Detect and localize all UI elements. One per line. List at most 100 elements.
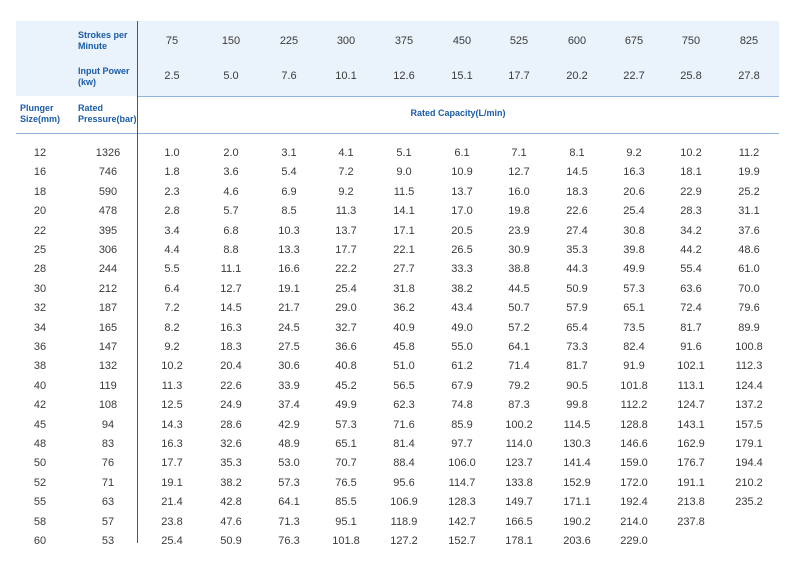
table-row: 48 83 16.3 32.6 48.9 65.1 81.4 97.7 114.0 130.3 14… — [16, 433, 779, 455]
capacity-cell: 14.5 — [220, 302, 242, 315]
capacity-cell: 62.3 — [393, 399, 415, 412]
capacity-cell: 18.3 — [220, 341, 242, 353]
capacity-cell: 87.3 — [508, 399, 530, 412]
capacity-cell: 100.8 — [735, 341, 763, 353]
capacity-cell: 30.9 — [508, 244, 530, 256]
capacity-cell: 95.6 — [393, 476, 415, 489]
table-row: 18 590 2.3 4.6 6.9 9.2 11.5 13.7 16.0 18.3 20.6 22.… — [16, 181, 779, 203]
capacity-cell: 57.3 — [335, 418, 357, 431]
capacity-cell: 65.1 — [623, 302, 645, 315]
capacity-cell: 13.7 — [335, 224, 357, 237]
strokes-value: 750 — [681, 35, 701, 47]
rated-pressure-cell: 57 — [101, 515, 115, 528]
capacity-cell: 30.6 — [278, 360, 300, 373]
capacity-cell: 91.6 — [680, 341, 702, 353]
capacity-cell: 63.6 — [680, 282, 702, 295]
table-row: 45 94 14.3 28.6 42.9 57.3 71.6 85.9 100.2 114.5 12… — [16, 414, 779, 436]
capacity-cell: 133.8 — [505, 476, 533, 489]
capacity-cell: 70.7 — [335, 457, 357, 470]
capacity-cell: 22.9 — [680, 185, 702, 198]
capacity-cell: 152.7 — [448, 535, 476, 547]
capacity-cell: 14.5 — [566, 166, 588, 179]
capacity-cell: 19.1 — [161, 476, 183, 489]
capacity-cell: 36.2 — [393, 302, 415, 315]
capacity-cell: 50.7 — [508, 302, 530, 315]
capacity-cell: 50.9 — [220, 535, 242, 547]
capacity-cell: 102.1 — [677, 360, 705, 373]
capacity-cell: 45.8 — [393, 341, 415, 353]
capacity-cell: 79.6 — [738, 302, 760, 315]
capacity-cell: 19.1 — [278, 282, 300, 295]
capacity-cell: 11.2 — [738, 147, 760, 159]
capacity-cell: 37.6 — [738, 224, 760, 237]
capacity-cell: 16.3 — [161, 438, 183, 450]
capacity-cell: 157.5 — [735, 418, 763, 431]
capacity-cell: 10.2 — [161, 360, 183, 373]
plunger-size-cell: 38 — [33, 360, 47, 373]
rated-capacity-label: Rated Capacity(L/min) — [410, 108, 506, 118]
capacity-cell: 67.9 — [451, 379, 473, 392]
capacity-cell: 118.9 — [390, 515, 418, 528]
capacity-cell: 6.4 — [164, 282, 180, 295]
capacity-cell: 114.7 — [448, 476, 476, 489]
plunger-size-cell: 20 — [33, 205, 47, 218]
capacity-cell: 89.9 — [738, 321, 760, 334]
capacity-cell: 171.1 — [563, 496, 591, 509]
power-value: 10.1 — [335, 70, 357, 82]
rated-pressure-cell: 306 — [98, 244, 118, 256]
plunger-size-label: Plunger Size(mm) — [20, 103, 61, 124]
capacity-cell: 44.3 — [566, 263, 588, 276]
capacity-cell: 31.8 — [393, 282, 415, 295]
capacity-cell: 6.1 — [454, 147, 470, 159]
capacity-cell: 7.1 — [511, 147, 527, 159]
header-band — [16, 21, 779, 96]
capacity-cell: 20.6 — [623, 185, 645, 198]
capacity-cell: 2.0 — [223, 147, 239, 159]
capacity-cell: 106.9 — [390, 496, 418, 509]
capacity-cell: 127.2 — [390, 535, 418, 547]
table-row: 32 187 7.2 14.5 21.7 29.0 36.2 43.4 50.7 57.9 65.1… — [16, 297, 779, 319]
capacity-cell: 214.0 — [620, 515, 648, 528]
capacity-cell: 143.1 — [677, 418, 705, 431]
capacity-cell: 44.2 — [680, 244, 702, 256]
capacity-cell: 114.0 — [505, 438, 533, 450]
rated-pressure-cell: 76 — [101, 457, 115, 470]
capacity-cell: 30.8 — [623, 224, 645, 237]
capacity-cell: 28.3 — [680, 205, 702, 218]
capacity-cell: 17.0 — [451, 205, 473, 218]
capacity-cell: 16.0 — [508, 185, 530, 198]
capacity-cell: 48.6 — [738, 244, 760, 256]
capacity-cell: 88.4 — [393, 457, 415, 470]
rated-pressure-cell: 165 — [98, 321, 118, 334]
capacity-cell: 71.4 — [508, 360, 530, 373]
table-row: 16 746 1.8 3.6 5.4 7.2 9.0 10.9 12.7 14.5 16.3 18.1… — [16, 161, 779, 183]
capacity-cell: 194.4 — [735, 457, 763, 470]
strokes-label: Strokes per Minute — [78, 30, 128, 51]
capacity-cell: 5.7 — [223, 205, 239, 218]
capacity-cell: 85.9 — [451, 418, 473, 431]
capacity-cell: 76.5 — [335, 476, 357, 489]
plunger-size-cell: 60 — [33, 535, 47, 547]
capacity-cell: 24.5 — [278, 321, 300, 334]
table-row: 60 53 25.4 50.9 76.3 101.8 127.2 152.7 178.1 203.… — [16, 530, 779, 552]
capacity-cell: 17.1 — [393, 224, 415, 237]
capacity-cell: 5.1 — [396, 147, 412, 159]
plunger-size-cell: 52 — [33, 476, 47, 489]
capacity-cell: 1.0 — [164, 147, 180, 159]
capacity-cell: 51.0 — [393, 360, 415, 373]
capacity-cell: 8.8 — [223, 244, 239, 256]
capacity-cell: 11.5 — [393, 185, 415, 198]
rated-pressure-cell: 590 — [98, 185, 118, 198]
capacity-cell: 2.8 — [164, 205, 180, 218]
table-row: 25 306 4.4 8.8 13.3 17.7 22.1 26.5 30.9 35.3 39.8 4… — [16, 239, 779, 261]
capacity-cell: 82.4 — [623, 341, 645, 353]
capacity-cell: 65.4 — [566, 321, 588, 334]
capacity-cell: 64.1 — [278, 496, 300, 509]
rated-pressure-cell: 53 — [101, 535, 115, 547]
capacity-cell: 19.9 — [738, 166, 760, 179]
capacity-cell: 76.3 — [278, 535, 300, 547]
capacity-cell: 48.9 — [278, 438, 300, 450]
plunger-size-cell: 34 — [33, 321, 47, 334]
capacity-cell: 4.4 — [164, 244, 180, 256]
